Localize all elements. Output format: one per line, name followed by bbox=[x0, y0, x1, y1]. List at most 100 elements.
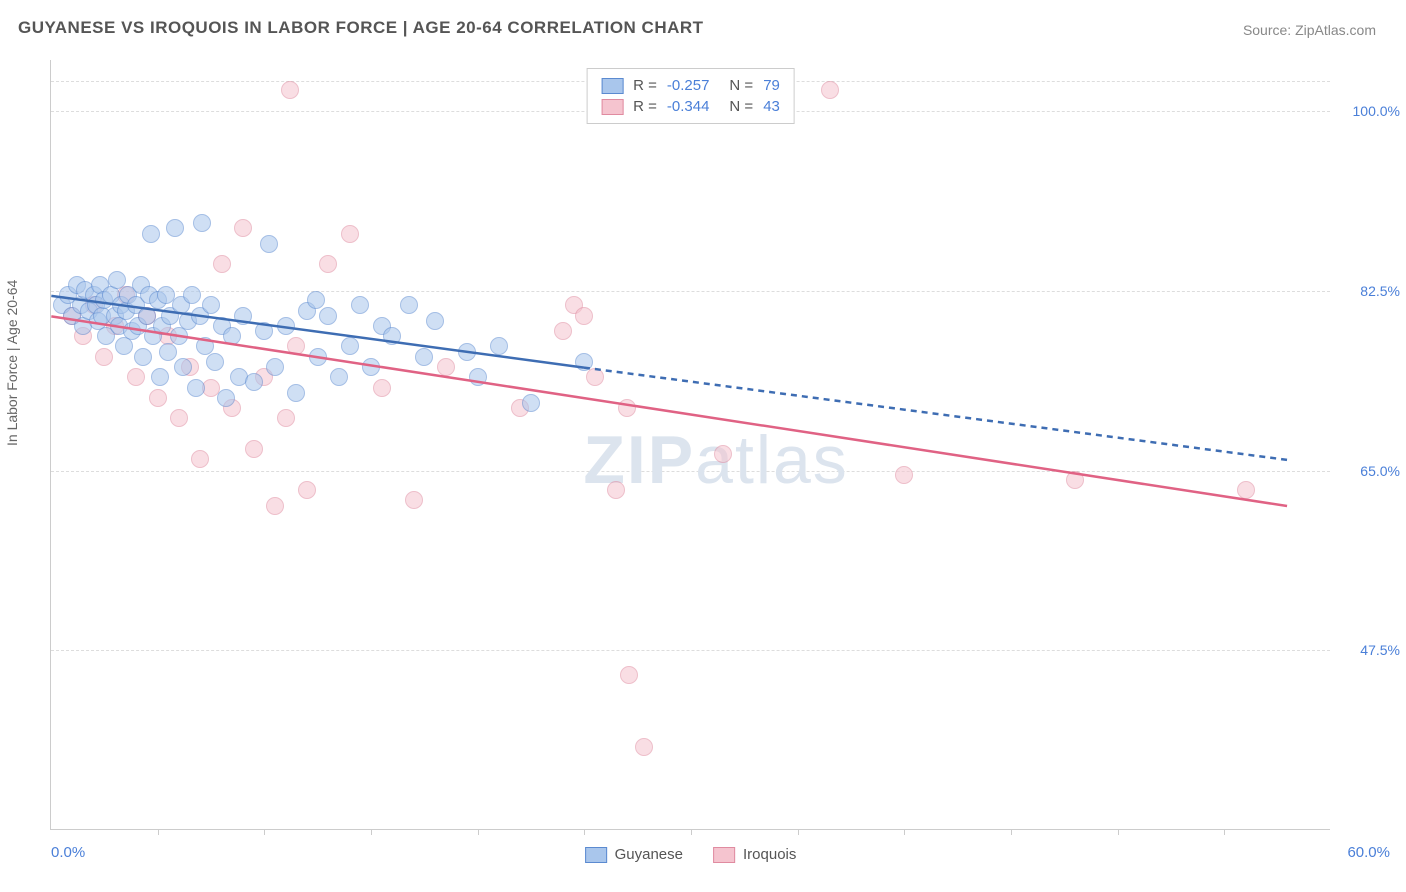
x-tick bbox=[264, 829, 265, 835]
scatter-point bbox=[193, 214, 211, 232]
scatter-point bbox=[159, 343, 177, 361]
scatter-point bbox=[821, 81, 839, 99]
scatter-point bbox=[142, 225, 160, 243]
legend-swatch-iroquois bbox=[601, 99, 623, 115]
scatter-point bbox=[405, 491, 423, 509]
scatter-point bbox=[362, 358, 380, 376]
x-tick bbox=[691, 829, 692, 835]
legend-item-guyanese: Guyanese bbox=[585, 846, 683, 863]
scatter-point bbox=[607, 481, 625, 499]
scatter-point bbox=[309, 348, 327, 366]
scatter-point bbox=[95, 348, 113, 366]
x-tick bbox=[1011, 829, 1012, 835]
scatter-point bbox=[635, 738, 653, 756]
legend-n-value-guyanese: 79 bbox=[763, 77, 780, 94]
y-tick-label: 82.5% bbox=[1360, 283, 1400, 299]
scatter-point bbox=[266, 497, 284, 515]
x-tick bbox=[798, 829, 799, 835]
scatter-point bbox=[255, 322, 273, 340]
y-tick-label: 100.0% bbox=[1353, 103, 1400, 119]
x-tick bbox=[904, 829, 905, 835]
scatter-point bbox=[187, 379, 205, 397]
legend-swatch-iroquois-bottom bbox=[713, 847, 735, 863]
legend-r-value-guyanese: -0.257 bbox=[667, 77, 710, 94]
scatter-point bbox=[341, 225, 359, 243]
scatter-point bbox=[307, 291, 325, 309]
scatter-point bbox=[298, 481, 316, 499]
x-axis-max-label: 60.0% bbox=[1347, 844, 1390, 861]
scatter-point bbox=[206, 353, 224, 371]
legend-swatch-guyanese bbox=[601, 78, 623, 94]
scatter-point bbox=[620, 666, 638, 684]
scatter-point bbox=[714, 445, 732, 463]
scatter-point bbox=[245, 373, 263, 391]
scatter-point bbox=[277, 409, 295, 427]
scatter-point bbox=[191, 450, 209, 468]
legend-r-label: R = bbox=[633, 77, 657, 94]
scatter-point bbox=[183, 286, 201, 304]
x-tick bbox=[584, 829, 585, 835]
scatter-point bbox=[213, 255, 231, 273]
legend-label-iroquois: Iroquois bbox=[743, 846, 796, 863]
scatter-point bbox=[287, 384, 305, 402]
y-axis-label: In Labor Force | Age 20-64 bbox=[4, 280, 20, 446]
legend-n-label: N = bbox=[729, 98, 753, 115]
scatter-point bbox=[234, 219, 252, 237]
scatter-point bbox=[415, 348, 433, 366]
scatter-point bbox=[351, 296, 369, 314]
y-tick-label: 65.0% bbox=[1360, 463, 1400, 479]
scatter-point bbox=[373, 379, 391, 397]
scatter-point bbox=[245, 440, 263, 458]
scatter-point bbox=[437, 358, 455, 376]
scatter-point bbox=[127, 368, 145, 386]
scatter-point bbox=[319, 255, 337, 273]
scatter-point bbox=[618, 399, 636, 417]
scatter-point bbox=[170, 327, 188, 345]
scatter-point bbox=[260, 235, 278, 253]
legend-item-iroquois: Iroquois bbox=[713, 846, 796, 863]
x-tick bbox=[1118, 829, 1119, 835]
scatter-point bbox=[166, 219, 184, 237]
scatter-point bbox=[586, 368, 604, 386]
legend-r-value-iroquois: -0.344 bbox=[667, 98, 710, 115]
scatter-point bbox=[149, 389, 167, 407]
scatter-point bbox=[330, 368, 348, 386]
scatter-point bbox=[575, 353, 593, 371]
scatter-point bbox=[151, 368, 169, 386]
legend-stats-row-guyanese: R = -0.257 N = 79 bbox=[601, 75, 780, 96]
scatter-point bbox=[202, 296, 220, 314]
chart-source: Source: ZipAtlas.com bbox=[1243, 22, 1376, 38]
legend-n-label: N = bbox=[729, 77, 753, 94]
legend-label-guyanese: Guyanese bbox=[615, 846, 683, 863]
scatter-point bbox=[115, 337, 133, 355]
x-tick bbox=[1224, 829, 1225, 835]
scatter-point bbox=[1237, 481, 1255, 499]
scatter-point bbox=[287, 337, 305, 355]
scatter-point bbox=[426, 312, 444, 330]
scatter-point bbox=[469, 368, 487, 386]
scatter-point bbox=[277, 317, 295, 335]
chart-container: GUYANESE VS IROQUOIS IN LABOR FORCE | AG… bbox=[0, 0, 1406, 892]
scatter-point bbox=[223, 327, 241, 345]
scatter-point bbox=[1066, 471, 1084, 489]
scatter-point bbox=[490, 337, 508, 355]
plot-area: ZIPatlas R = -0.257 N = 79 R = -0.344 N … bbox=[50, 60, 1330, 830]
x-tick bbox=[371, 829, 372, 835]
scatter-point bbox=[134, 348, 152, 366]
scatter-point bbox=[217, 389, 235, 407]
x-tick bbox=[158, 829, 159, 835]
scatter-point bbox=[266, 358, 284, 376]
scatter-point bbox=[281, 81, 299, 99]
scatter-point bbox=[383, 327, 401, 345]
scatter-point bbox=[400, 296, 418, 314]
chart-title: GUYANESE VS IROQUOIS IN LABOR FORCE | AG… bbox=[18, 18, 704, 38]
scatter-point bbox=[522, 394, 540, 412]
scatter-point bbox=[554, 322, 572, 340]
x-axis-min-label: 0.0% bbox=[51, 844, 85, 861]
legend-stats-box: R = -0.257 N = 79 R = -0.344 N = 43 bbox=[586, 68, 795, 124]
scatter-points-layer bbox=[51, 60, 1330, 829]
scatter-point bbox=[341, 337, 359, 355]
scatter-point bbox=[458, 343, 476, 361]
legend-r-label: R = bbox=[633, 98, 657, 115]
scatter-point bbox=[170, 409, 188, 427]
